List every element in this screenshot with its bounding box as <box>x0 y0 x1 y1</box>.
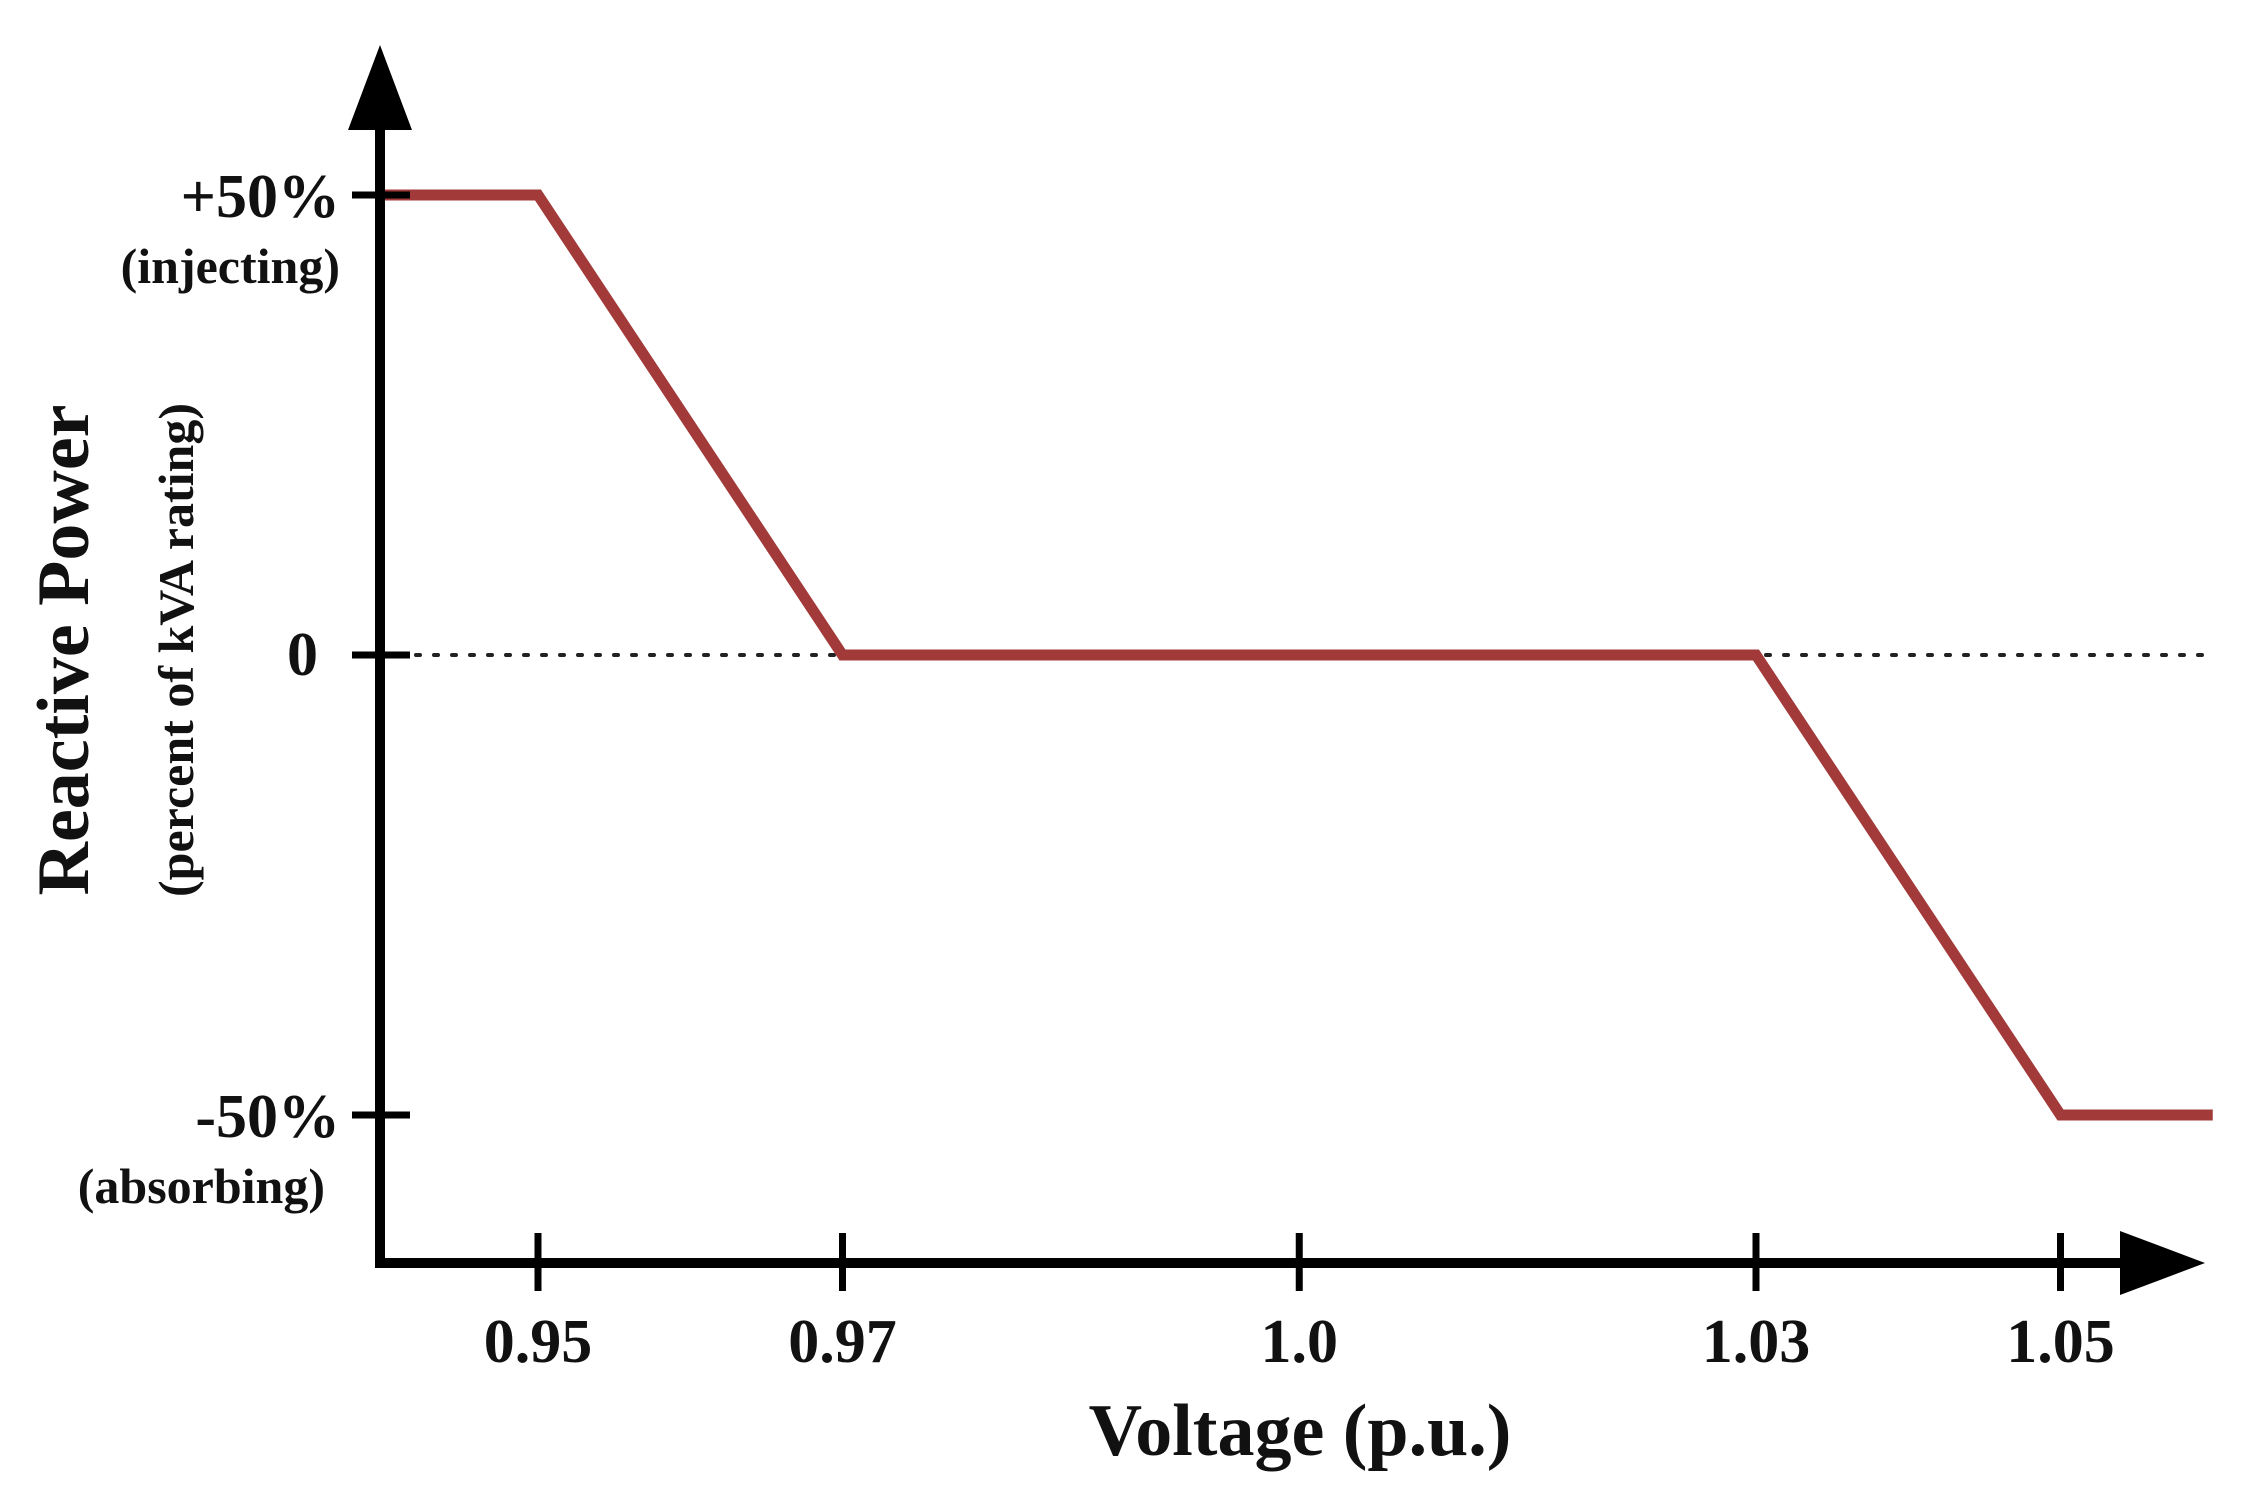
y-axis-subtitle: (percent of kVA rating) <box>148 403 204 897</box>
x-axis-title: Voltage (p.u.) <box>1089 1390 1512 1472</box>
series-line-0 <box>378 189 2213 1121</box>
x-tick-label-1.05: 1.05 <box>2006 1308 2115 1376</box>
x-tick-label-1.03: 1.03 <box>1702 1308 1811 1376</box>
x-axis-arrow <box>2120 1231 2205 1295</box>
y-tick-label-neg50: -50% <box>195 1083 340 1151</box>
y-axis-arrow <box>348 45 412 130</box>
x-tick-label-0.97: 0.97 <box>788 1308 897 1376</box>
y-tick-sublabel-50: (injecting) <box>121 238 340 294</box>
y-tick-label-50: +50% <box>181 163 340 231</box>
x-tick-label-1.0: 1.0 <box>1261 1308 1339 1376</box>
y-tick-sublabel-neg50: (absorbing) <box>78 1158 325 1214</box>
x-tick-label-0.95: 0.95 <box>484 1308 593 1376</box>
y-tick-label-0: 0 <box>287 621 318 689</box>
y-axis-title: Reactive Power <box>23 404 105 895</box>
